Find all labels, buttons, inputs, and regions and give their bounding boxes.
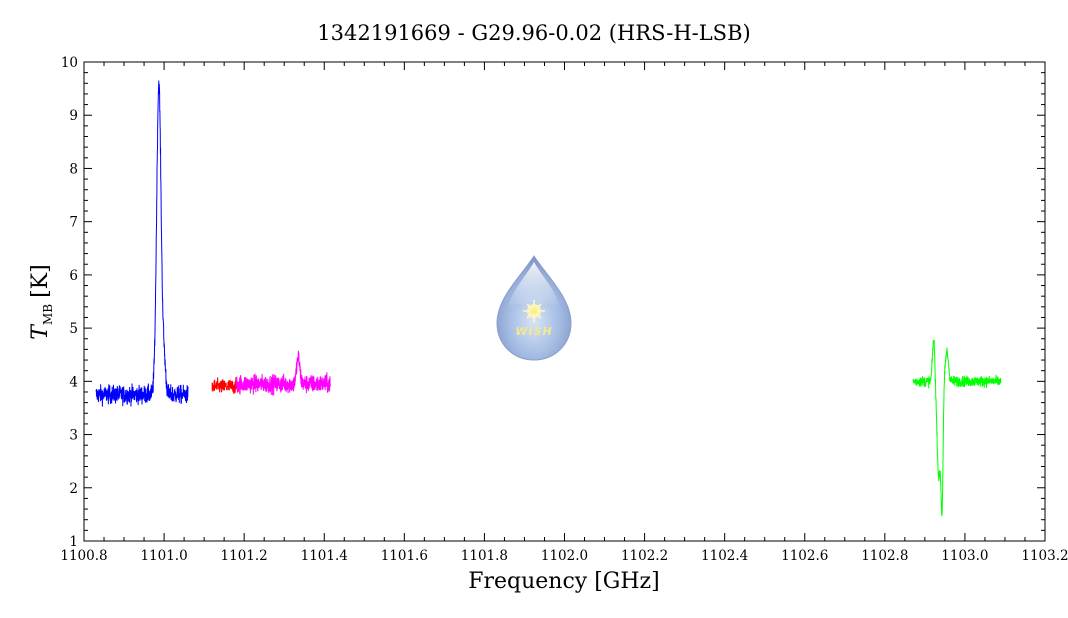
x-tick-label: 1101.8 bbox=[461, 548, 508, 564]
tick-labels: 1100.8 1101.0 1101.2 1101.4 1101.6 1101.8 1102… bbox=[60, 55, 1068, 564]
y-tick-label: 10 bbox=[61, 55, 78, 71]
drop-logo-icon: WISH bbox=[496, 255, 572, 361]
spectrum-series-1 bbox=[95, 80, 189, 407]
x-tick-label: 1102.4 bbox=[701, 548, 748, 564]
svg-text:TMB[K]: TMB [K] bbox=[28, 264, 55, 339]
x-tick-label: 1101.6 bbox=[381, 548, 428, 564]
x-tick-label: 1101.0 bbox=[140, 548, 187, 564]
plot-frame bbox=[83, 61, 1046, 542]
x-tick-label: 1102.8 bbox=[861, 548, 908, 564]
y-tick-label: 4 bbox=[69, 374, 78, 390]
y-axis-unit: [K] bbox=[28, 264, 53, 298]
y-axis-subscript: MB bbox=[41, 304, 55, 325]
x-tick-label: 1102.2 bbox=[621, 548, 668, 564]
x-tick-label: 1102.0 bbox=[541, 548, 588, 564]
plot-data bbox=[95, 80, 1002, 516]
star-icon bbox=[523, 300, 545, 322]
y-tick-label: 3 bbox=[69, 428, 78, 444]
x-tick-label: 1100.8 bbox=[60, 548, 107, 564]
chart-title: 1342191669 - G29.96-0.02 (HRS-H-LSB) bbox=[317, 21, 750, 45]
y-tick-label: 9 bbox=[69, 108, 78, 124]
y-tick-label: 5 bbox=[69, 321, 78, 337]
x-tick-label: 1102.6 bbox=[781, 548, 828, 564]
y-tick-label: 6 bbox=[69, 268, 78, 284]
spectrum-series-2 bbox=[211, 377, 241, 395]
y-axis-symbol: T bbox=[28, 323, 53, 340]
y-tick-label: 1 bbox=[69, 534, 78, 550]
spectrum-series-3 bbox=[235, 350, 331, 396]
y-tick-label: 2 bbox=[69, 481, 78, 497]
y-axis-label: TMB [K] bbox=[28, 264, 55, 339]
y-tick-label: 8 bbox=[69, 161, 78, 177]
x-tick-label: 1103.2 bbox=[1021, 548, 1068, 564]
spectrum-series-4 bbox=[912, 339, 1002, 516]
x-tick-label: 1103.0 bbox=[941, 548, 988, 564]
logo-text: WISH bbox=[515, 325, 552, 338]
x-tick-label: 1101.4 bbox=[301, 548, 348, 564]
x-tick-label: 1101.2 bbox=[221, 548, 268, 564]
x-axis-label: Frequency [GHz] bbox=[468, 569, 660, 594]
y-tick-label: 7 bbox=[69, 215, 78, 231]
